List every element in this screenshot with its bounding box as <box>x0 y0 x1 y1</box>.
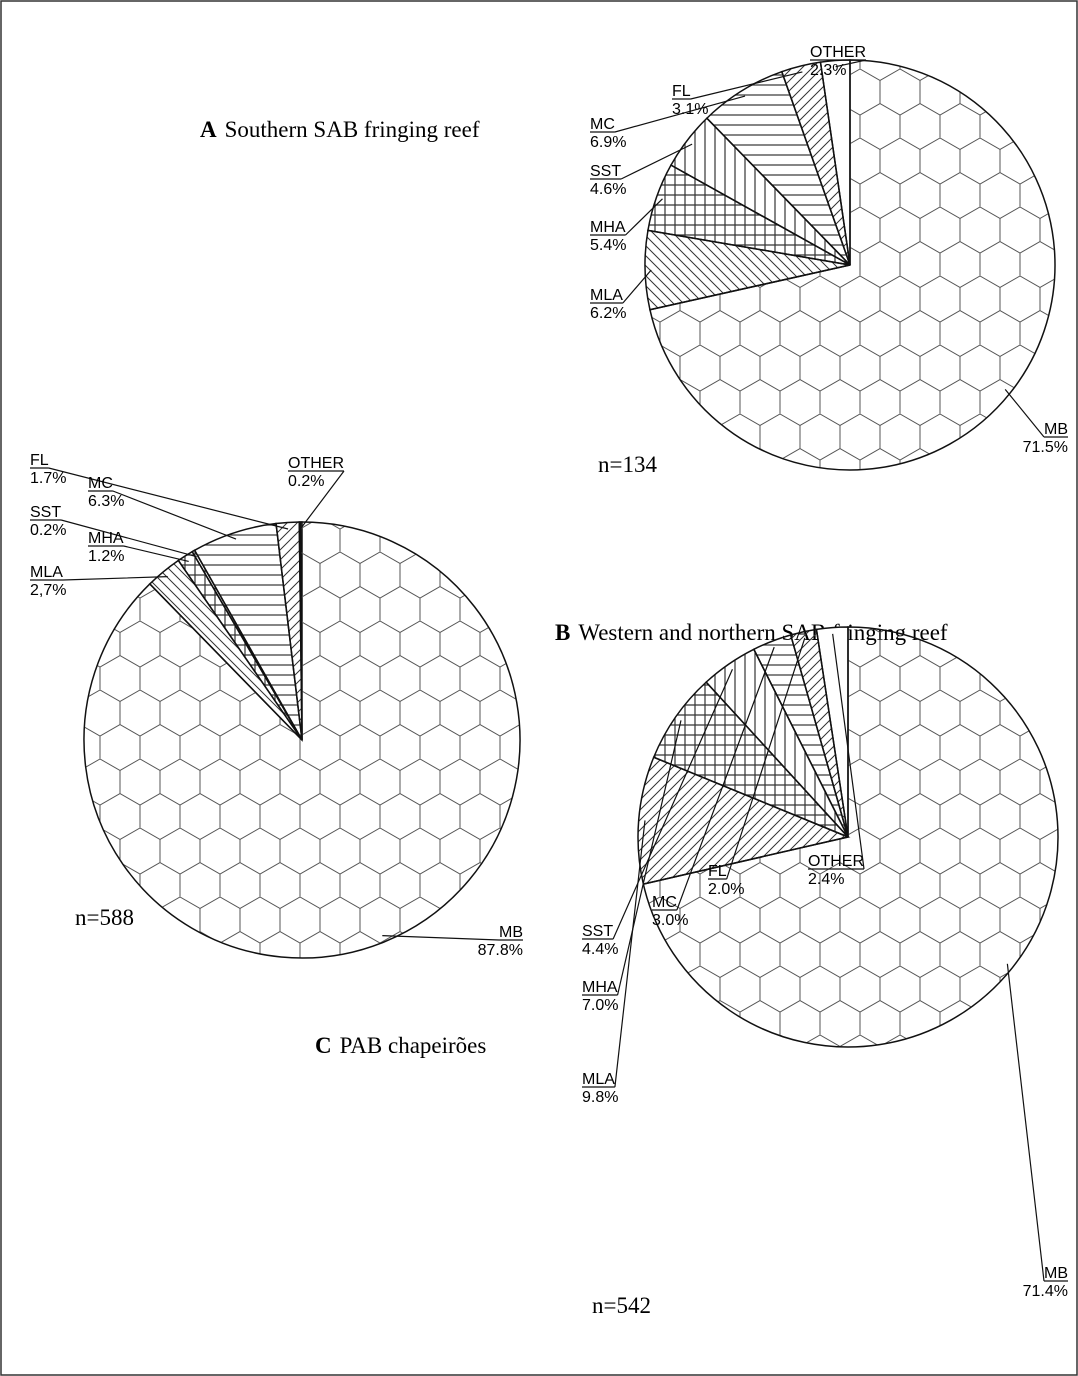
leader-line <box>590 269 652 304</box>
leader-line <box>30 519 197 558</box>
slice-value-label: 87.8% <box>478 942 523 959</box>
slice-value-label: 71.5% <box>1023 439 1068 456</box>
slice-label: MHA <box>582 979 618 996</box>
slice-label: MHA <box>590 219 626 236</box>
leader-line <box>30 467 289 530</box>
slice-label: FL <box>708 863 727 880</box>
panel-title-text: Southern SAB fringing reef <box>225 117 480 142</box>
leader-line <box>708 637 806 880</box>
leader-line <box>1006 963 1068 1282</box>
slice-value-label: 2.4% <box>808 871 844 888</box>
slice-label: MB <box>1044 421 1068 438</box>
slice-value-label: 4.6% <box>590 181 626 198</box>
pie-slice <box>649 59 1056 471</box>
slice-value-label: 3.1% <box>672 101 708 118</box>
leader-line <box>382 935 523 941</box>
slice-value-label: 4.4% <box>582 941 618 958</box>
sample-size: n=542 <box>592 1293 651 1318</box>
slice-value-label: 7.0% <box>582 997 618 1014</box>
slice-value-label: 2.0% <box>708 881 744 898</box>
slice-value-label: 3.0% <box>652 912 688 929</box>
leader-line <box>582 669 733 940</box>
leader-line <box>672 71 803 100</box>
slice-label: MLA <box>590 287 623 304</box>
panel-title: A Southern SAB fringing reef <box>200 117 480 142</box>
slice-label: SST <box>582 923 613 940</box>
pie-slice <box>637 756 851 885</box>
pie-slice <box>642 626 1059 1048</box>
panel-letter: C <box>315 1033 332 1058</box>
sample-size: n=588 <box>75 905 134 930</box>
leader-line <box>808 633 865 870</box>
slice-value-label: 9.8% <box>582 1089 618 1106</box>
slice-label: OTHER <box>808 853 864 870</box>
slice-value-label: 1.7% <box>30 470 66 487</box>
leader-line <box>652 646 775 911</box>
leader-line <box>590 95 746 133</box>
leader-line <box>590 143 693 180</box>
slice-label: FL <box>672 83 691 100</box>
sample-size: n=134 <box>598 452 657 477</box>
slice-label: MHA <box>88 530 124 547</box>
slice-value-label: 2.3% <box>810 62 846 79</box>
slice-value-label: 0.2% <box>30 522 66 539</box>
pie-chart: OTHER2.3%FL3.1%MC6.9%SST4.6%MHA5.4%MLA6.… <box>200 44 1068 477</box>
slice-label: SST <box>590 163 621 180</box>
panel-letter: A <box>200 117 217 142</box>
slice-label: OTHER <box>810 44 866 61</box>
leader-line <box>88 545 189 563</box>
slice-value-label: 71.4% <box>1023 1283 1068 1300</box>
slice-value-label: 6.3% <box>88 493 124 510</box>
slice-label: MLA <box>30 564 63 581</box>
slice-label: MB <box>1044 1265 1068 1282</box>
slice-value-label: 2,7% <box>30 582 66 599</box>
leader-line <box>30 576 168 581</box>
panel-letter: B <box>555 620 570 645</box>
slice-label: MB <box>499 924 523 941</box>
slice-label: SST <box>30 504 61 521</box>
slice-value-label: 0.2% <box>288 473 324 490</box>
leader-line <box>582 720 682 996</box>
slice-value-label: 5.4% <box>590 237 626 254</box>
slice-value-label: 1.2% <box>88 548 124 565</box>
leader-line <box>590 198 663 236</box>
leader-line <box>582 820 646 1088</box>
pie-slice <box>83 521 521 959</box>
leader-line <box>1004 388 1068 438</box>
panel-title: C PAB chapeirões <box>315 1033 486 1058</box>
leader-line <box>810 59 867 68</box>
slice-label: OTHER <box>288 455 344 472</box>
slice-label: MLA <box>582 1071 615 1088</box>
leader-line <box>88 490 237 540</box>
slice-label: MC <box>590 116 615 133</box>
slice-value-label: 6.2% <box>590 305 626 322</box>
panel-title-text: PAB chapeirões <box>340 1033 487 1058</box>
slice-label: MC <box>88 475 113 492</box>
slice-label: MC <box>652 894 677 911</box>
slice-value-label: 6.9% <box>590 134 626 151</box>
leader-line <box>288 470 345 529</box>
slice-label: FL <box>30 452 49 469</box>
